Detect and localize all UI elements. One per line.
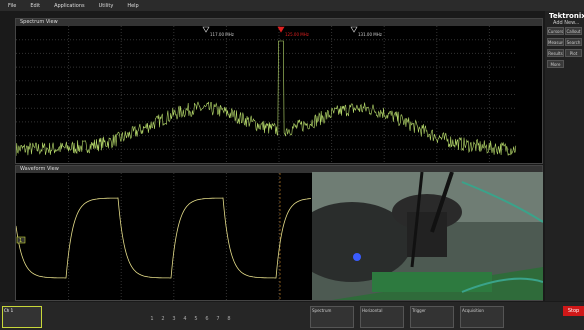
marker-label: 117.00 MHz (210, 32, 234, 37)
side-button[interactable]: More (547, 60, 564, 68)
panel-title: Spectrum View (16, 19, 542, 26)
side-button[interactable]: Measure (547, 38, 564, 46)
channel-button[interactable]: 1 (150, 316, 154, 322)
stop-button[interactable]: Stop (563, 306, 584, 316)
brand: Tektronix (549, 12, 584, 20)
channel-marker (16, 236, 26, 244)
spectrum-view: Spectrum View 117.00 MHz 125.00 MHz 131.00… (15, 18, 543, 164)
spectrum-trace (16, 40, 517, 157)
add-new: Add New... (553, 20, 580, 26)
side-button[interactable]: Cursors (547, 27, 564, 35)
spectrum-plot: 117.00 MHz 125.00 MHz 131.00 MHz (16, 26, 517, 163)
channel-button[interactable]: 7 (216, 316, 220, 322)
menu-item[interactable]: Applications (54, 2, 85, 9)
settings-panel[interactable]: Spectrum (310, 306, 354, 328)
bottom-bar: Ch 1 Stop 1 2 3 4 5 6 7 8 Spectrum Horizontal Trig… (0, 302, 584, 330)
menu-item[interactable]: Edit (30, 2, 41, 9)
side-button[interactable]: Search (565, 38, 582, 46)
settings-panel[interactable]: Horizontal (360, 306, 404, 328)
menu-item[interactable]: File (8, 2, 17, 9)
channel-button[interactable]: 6 (205, 316, 209, 322)
channel-button[interactable]: 2 (161, 316, 165, 322)
marker-label: 131.00 MHz (358, 32, 382, 37)
channel-badge[interactable]: Ch 1 (2, 306, 42, 328)
marker (350, 26, 358, 33)
waveform-trace (16, 197, 312, 279)
menu-bar: File Edit Applications Utility Help (0, 0, 584, 11)
side-button[interactable]: Plot (565, 49, 582, 57)
menu-item[interactable]: Help (127, 2, 139, 9)
panel-title: Waveform View (16, 166, 542, 173)
settings-panel[interactable]: Trigger (410, 306, 454, 328)
marker (202, 26, 210, 33)
channel-button[interactable]: 5 (194, 316, 198, 322)
side-panel: Tektronix Add New... Cursors Callout Measu… (545, 11, 584, 301)
side-button[interactable]: Results Table (547, 49, 564, 57)
settings-panel[interactable]: Acquisition (460, 306, 504, 328)
side-button[interactable]: Callout (565, 27, 582, 35)
marker-label: 125.00 MHz (285, 32, 309, 37)
marker (277, 26, 285, 33)
channel-button[interactable]: 4 (183, 316, 187, 322)
channel-label: 1 (19, 238, 22, 244)
menu-item[interactable]: Utility (98, 2, 114, 9)
camera-photo (312, 172, 543, 300)
channel-button[interactable]: 3 (172, 316, 176, 322)
channel-button[interactable]: 8 (227, 316, 231, 322)
